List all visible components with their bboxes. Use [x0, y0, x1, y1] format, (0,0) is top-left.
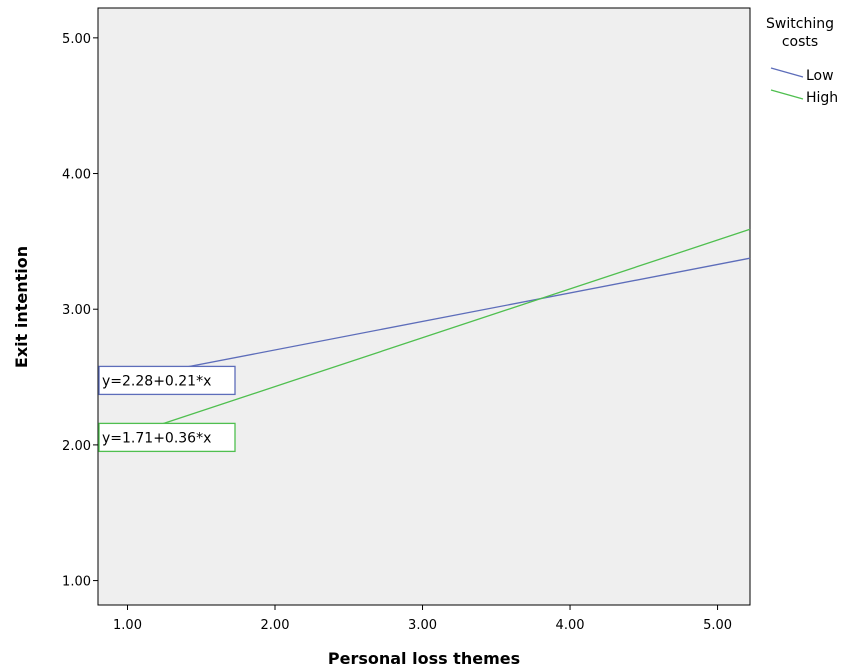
x-tick-label: 3.00	[408, 618, 437, 633]
legend-title-line-2: costs	[782, 34, 818, 50]
y-tick-label: 2.00	[62, 439, 91, 454]
y-tick-label: 4.00	[62, 168, 91, 183]
legend-swatch-high	[770, 89, 804, 100]
equation-text: y=1.71+0.36*x	[102, 430, 211, 446]
x-tick-label: 4.00	[556, 618, 585, 633]
legend-swatch-low	[770, 67, 804, 78]
y-tick-label: 3.00	[62, 303, 91, 318]
x-tick-label: 5.00	[703, 618, 732, 633]
legend: Switching costs Low High	[766, 16, 838, 106]
equation-label-low: y=2.28+0.21*x	[98, 365, 236, 396]
legend-label-low: Low	[806, 68, 834, 84]
x-axis-label: Personal loss themes	[328, 649, 520, 668]
x-tick-label: 1.00	[113, 618, 142, 633]
equation-text: y=2.28+0.21*x	[102, 373, 211, 389]
y-axis-label: Exit intention	[12, 246, 31, 368]
y-tick-label: 5.00	[62, 32, 91, 47]
y-tick-label: 1.00	[62, 575, 91, 590]
series-line-low	[127, 257, 751, 380]
legend-label-high: High	[806, 90, 838, 106]
equation-label-high: y=1.71+0.36*x	[98, 422, 236, 453]
series-line-high	[127, 228, 751, 437]
legend-title-line-1: Switching	[766, 16, 834, 32]
equation-box	[98, 422, 236, 453]
plot-area	[97, 7, 751, 606]
equation-box	[98, 365, 236, 396]
x-tick-label: 2.00	[261, 618, 290, 633]
